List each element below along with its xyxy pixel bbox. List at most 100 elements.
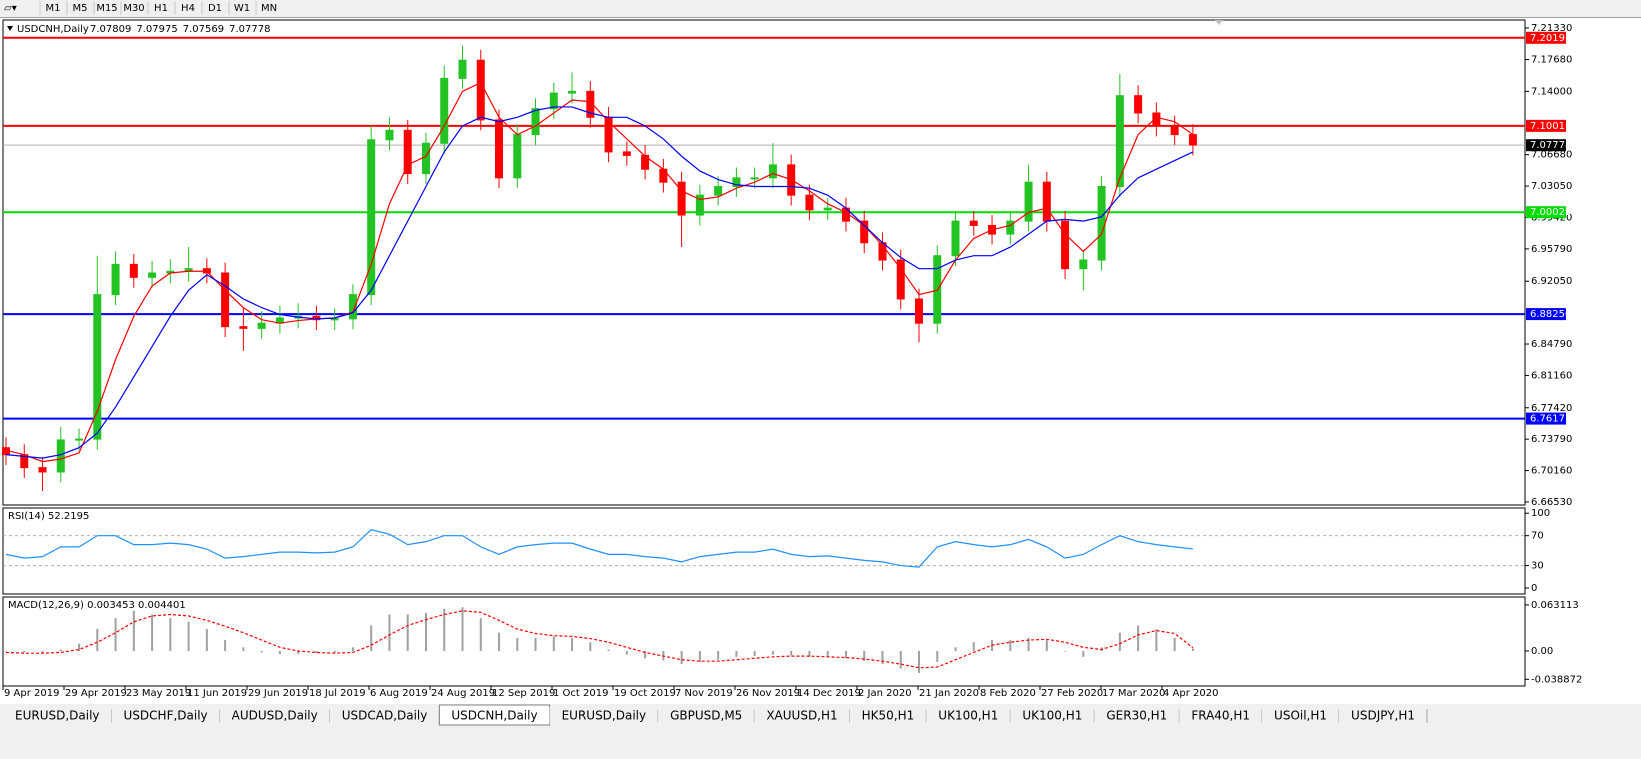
x-tick-label: 7 Nov 2019	[675, 688, 733, 699]
timeframe-button[interactable]: M30	[123, 3, 144, 14]
rsi-title: RSI(14) 52.2195	[8, 511, 89, 522]
tab[interactable]: USDCAD,Daily	[329, 707, 440, 724]
tab[interactable]: UK100,H1	[926, 707, 1011, 724]
macd-bar	[863, 650, 866, 662]
tab-label[interactable]: EURUSD,Daily	[562, 709, 647, 723]
candle-body	[421, 142, 430, 175]
y-tick-label: 6.66530	[1531, 497, 1572, 508]
tab-label[interactable]: USDCHF,Daily	[124, 709, 208, 723]
candle-body	[348, 294, 357, 320]
candle-body	[1024, 181, 1033, 222]
tab[interactable]: EURUSD,Daily	[3, 707, 113, 724]
tab[interactable]: HK50,H1	[849, 707, 927, 724]
tab-label[interactable]: AUDUSD,Daily	[232, 709, 318, 723]
level-label-box	[1526, 412, 1566, 425]
tab[interactable]: USDCNH,Daily	[438, 704, 551, 726]
tab[interactable]: USDJPY,H1	[1339, 707, 1428, 724]
tab[interactable]: GBPUSD,M5	[658, 707, 755, 724]
candle-body	[1115, 95, 1124, 188]
tab-label[interactable]: USOil,H1	[1274, 709, 1327, 723]
timeframe-button[interactable]: H1	[154, 3, 168, 14]
timeframe-button[interactable]: M1	[46, 3, 61, 14]
tab-label[interactable]: USDJPY,H1	[1351, 709, 1415, 723]
tab[interactable]: UK100,H1	[1010, 707, 1095, 724]
tab-label[interactable]: UK100,H1	[1022, 709, 1082, 723]
candle-body	[1061, 220, 1070, 270]
tab-label[interactable]: USDCNH,Daily	[451, 709, 537, 723]
macd-bar	[534, 637, 537, 651]
macd-bar	[1082, 650, 1085, 657]
tab-label[interactable]: UK100,H1	[938, 709, 998, 723]
macd-bar	[5, 650, 7, 652]
tab-label[interactable]: EURUSD,Daily	[15, 709, 100, 723]
timeframe-button[interactable]: D1	[208, 3, 222, 14]
tab-background	[219, 707, 330, 724]
tab[interactable]: USDCHF,Daily	[111, 707, 221, 724]
x-tick-label: 17 Mar 2020	[1102, 688, 1165, 699]
tab[interactable]: EURUSD,Daily	[549, 707, 659, 724]
candle-body	[969, 220, 978, 226]
current-price-label: 7.07778	[1530, 140, 1571, 151]
y-tick-label: 6.70160	[1531, 466, 1572, 477]
tab[interactable]: FRA40,H1	[1179, 707, 1263, 724]
y-tick-label: 6.77420	[1531, 403, 1572, 414]
macd-signal	[5, 610, 1194, 669]
macd-bar	[260, 650, 263, 653]
tab-background	[658, 707, 755, 724]
macd-bar	[114, 618, 117, 651]
candle-body	[1097, 186, 1106, 261]
candle-body	[750, 177, 759, 180]
tab-background	[754, 707, 850, 724]
timeframe-button[interactable]: H4	[181, 3, 195, 14]
tab-label[interactable]: HK50,H1	[862, 709, 915, 723]
macd-bar	[552, 636, 555, 651]
tab-label[interactable]: GBPUSD,M5	[670, 709, 742, 723]
tab-background	[1094, 707, 1180, 724]
tab-label[interactable]: USDCAD,Daily	[342, 709, 428, 723]
candle-body	[586, 90, 595, 118]
candle-body	[75, 438, 84, 441]
timeframe-button[interactable]: M5	[73, 3, 88, 14]
macd-bar	[59, 649, 62, 651]
tab-label[interactable]: GER30,H1	[1106, 709, 1167, 723]
macd-bar	[132, 610, 135, 651]
candle-body	[531, 108, 540, 136]
candle-body	[148, 272, 157, 278]
candle-body	[367, 139, 376, 296]
tab-label[interactable]: FRA40,H1	[1191, 709, 1250, 723]
x-tick-label: 26 Nov 2019	[736, 688, 800, 699]
symbol-title: USDCNH,Daily	[17, 24, 89, 35]
x-tick-label: 23 May 2019	[126, 688, 191, 699]
candle-body	[805, 194, 814, 211]
ohlc-value: 7.07975	[136, 24, 177, 35]
macd-bar	[461, 607, 464, 651]
tab[interactable]: GER30,H1	[1094, 707, 1180, 724]
macd-bar	[698, 650, 701, 662]
tab-background	[329, 707, 440, 724]
candle-body	[568, 90, 577, 94]
tab[interactable]: USOil,H1	[1262, 707, 1340, 724]
timeframe-button[interactable]: MN	[261, 3, 277, 14]
macd-bar	[278, 650, 281, 654]
macd-bar	[151, 614, 154, 651]
tab-background	[3, 707, 112, 724]
macd-bar	[1173, 637, 1176, 651]
candle-body	[38, 467, 47, 473]
y-tick-label: 6.95790	[1531, 244, 1572, 255]
y-tick-label: 7.17680	[1531, 55, 1572, 66]
timeframe-button[interactable]: W1	[234, 3, 250, 14]
candle-body	[641, 154, 650, 170]
candle-body	[495, 119, 504, 179]
level-label-box	[1526, 119, 1566, 132]
toolbar-icon[interactable]: ▱▾	[4, 3, 17, 14]
x-tick-label: 18 Jul 2019	[309, 688, 366, 699]
timeframe-button[interactable]: M15	[96, 3, 117, 14]
macd-bar	[881, 650, 884, 665]
tab[interactable]: XAUUSD,H1	[754, 707, 851, 724]
tab-label[interactable]: XAUUSD,H1	[766, 709, 837, 723]
tab[interactable]: AUDUSD,Daily	[219, 707, 331, 724]
tab-background	[1010, 707, 1095, 724]
main-panel	[2, 19, 1526, 506]
macd-bar	[717, 650, 720, 660]
